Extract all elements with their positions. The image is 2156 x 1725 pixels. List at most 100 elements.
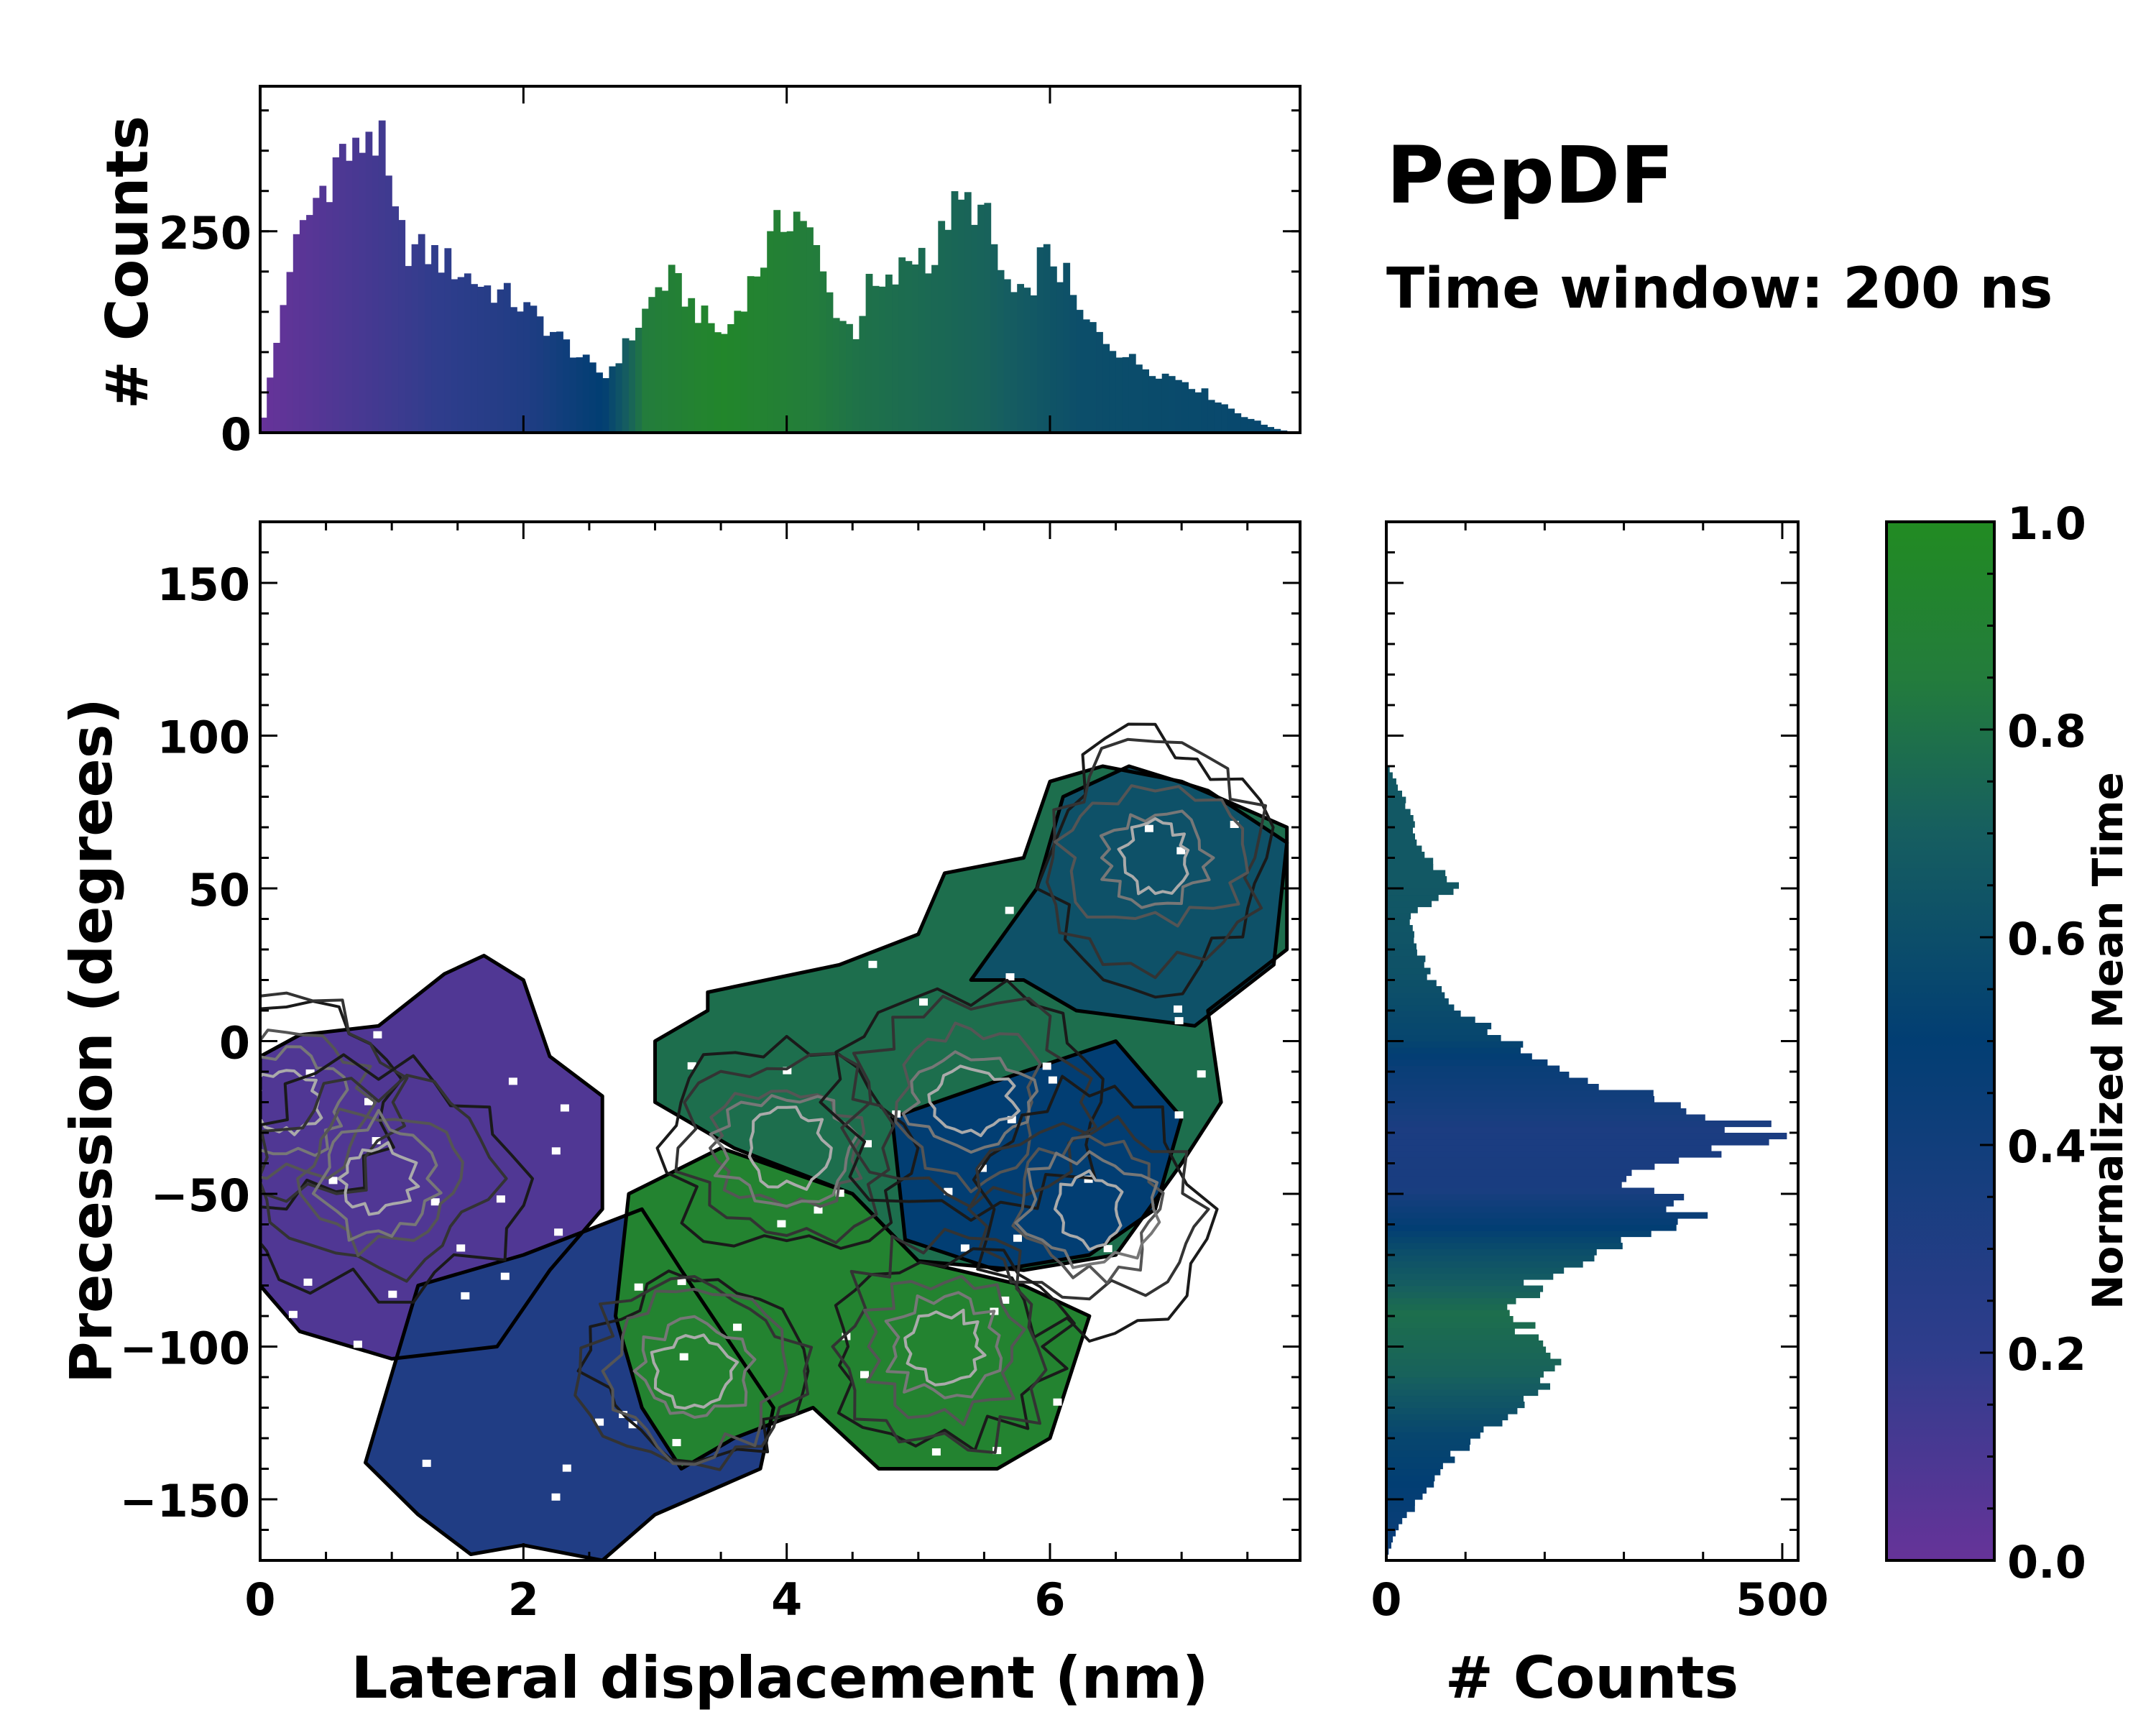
right-histogram-bar [1386, 1261, 1583, 1268]
right-histogram-bar [1386, 1371, 1544, 1378]
top-histogram-bar [661, 290, 669, 433]
top-histogram-bar [267, 377, 274, 433]
top-histogram-bar [292, 234, 300, 433]
top-histogram-bar [760, 267, 768, 433]
right-histogram-bar [1386, 1285, 1544, 1292]
top-histogram-bar [576, 357, 584, 433]
top-histogram-bar [1181, 382, 1189, 433]
top-histogram-bar [1201, 388, 1209, 433]
right-histogram-bar [1386, 1353, 1551, 1360]
density-contour [260, 1029, 377, 1180]
density-contour [819, 978, 1105, 1222]
density-empty-bin [1007, 1116, 1016, 1123]
density-contour [862, 1274, 1026, 1427]
top-histogram-bar [451, 279, 459, 433]
density-contour [674, 1052, 895, 1245]
density-empty-bin [554, 1228, 563, 1236]
right-histogram-bar [1386, 1512, 1407, 1519]
top-histogram-bar [813, 245, 821, 433]
density-empty-bin [422, 1459, 431, 1467]
top-histogram-bar [1036, 247, 1044, 433]
right-histogram-bar [1386, 1023, 1492, 1030]
right-histogram-bar [1386, 925, 1413, 932]
right-histogram-bar [1386, 906, 1418, 914]
top-histogram-bar [536, 316, 544, 433]
colorbar-tick-label: 0.8 [2007, 705, 2086, 758]
top-histogram-bar [359, 152, 367, 433]
right-histogram-bar [1386, 1377, 1541, 1384]
density-contour [1099, 809, 1215, 909]
top-histogram-ytick-label: 0 [221, 408, 252, 461]
density-empty-bin [1048, 1076, 1057, 1084]
right-histogram-bar [1386, 1468, 1441, 1476]
top-histogram-bar [1023, 288, 1031, 433]
right-histogram-bar [1386, 1530, 1396, 1537]
top-histogram-bar [1194, 392, 1202, 433]
right-histogram-bar [1386, 894, 1439, 901]
top-histogram-bar [273, 343, 281, 433]
top-histogram-bar [1234, 413, 1242, 433]
top-histogram-bar [793, 211, 801, 433]
right-histogram-bar [1386, 998, 1449, 1006]
right-histogram-bar [1386, 784, 1398, 791]
right-histogram-bar [1386, 1346, 1547, 1353]
density-empty-bin [595, 1418, 604, 1426]
top-histogram-bar [740, 311, 748, 433]
right-histogram-bar [1386, 1255, 1595, 1262]
density-empty-bin [1103, 1245, 1112, 1253]
top-histogram-bar [550, 331, 557, 433]
density-empty-bin [1053, 1398, 1062, 1406]
top-histogram-bar [911, 264, 919, 433]
top-histogram-bar [615, 363, 623, 433]
top-histogram-bar [497, 289, 505, 433]
density-contour [903, 1308, 987, 1386]
main-ytick-label: 150 [157, 558, 250, 611]
density-empty-bin [1013, 1234, 1022, 1242]
right-histogram-bar [1386, 1432, 1480, 1439]
right-histogram-bar [1386, 815, 1414, 822]
top-histogram-bar [510, 307, 517, 433]
right-histogram-bar [1386, 1041, 1524, 1048]
main-ytick-label: −100 [120, 1322, 250, 1375]
top-histogram-frame [259, 85, 1302, 434]
top-histogram-bar [628, 340, 636, 433]
right-histogram-bar [1386, 1090, 1654, 1097]
right-histogram-bar [1386, 901, 1432, 908]
colorbar-tick-label: 0.0 [2007, 1536, 2086, 1588]
top-histogram-bar [990, 244, 998, 433]
top-histogram-bar [425, 264, 432, 433]
right-histogram-bar [1386, 1182, 1622, 1189]
right-histogram-bar [1386, 1084, 1599, 1091]
density-empty-bin [1000, 1296, 1010, 1304]
right-histogram-bar [1386, 1243, 1623, 1250]
top-histogram-bar [280, 305, 287, 433]
top-histogram-bar [1221, 404, 1228, 433]
density-contour [901, 1050, 1039, 1154]
main-plot-xlabel: Lateral displacement (nm) [351, 1644, 1209, 1711]
top-histogram-bar [892, 284, 899, 433]
right-histogram-bar [1386, 1524, 1399, 1531]
top-histogram-bar [1253, 420, 1261, 433]
density-contour [601, 1287, 788, 1466]
right-histogram-bar [1386, 809, 1411, 816]
right-histogram-bar [1386, 882, 1459, 889]
right-histogram-bar [1386, 833, 1415, 840]
main-plot-ylabel: Precession (degrees) [58, 698, 125, 1384]
density-empty-bin [1144, 824, 1153, 832]
top-histogram-bar [556, 331, 563, 433]
main-ytick-label: −50 [151, 1169, 250, 1222]
top-histogram-bar [484, 285, 492, 433]
density-contour [337, 1141, 420, 1216]
right-histogram-bar [1386, 931, 1414, 938]
top-histogram-bar [457, 277, 465, 433]
top-histogram-bar [773, 210, 781, 433]
top-histogram-bar [589, 362, 596, 433]
top-histogram-bar [313, 198, 321, 433]
top-histogram-bar [957, 199, 965, 433]
right-histogram-bar [1386, 913, 1411, 920]
right-histogram-bar [1386, 955, 1426, 962]
density-contour [1045, 737, 1267, 980]
density-empty-bin [1042, 1062, 1051, 1070]
top-histogram-bar [1056, 282, 1064, 433]
density-empty-bin [783, 1067, 792, 1075]
